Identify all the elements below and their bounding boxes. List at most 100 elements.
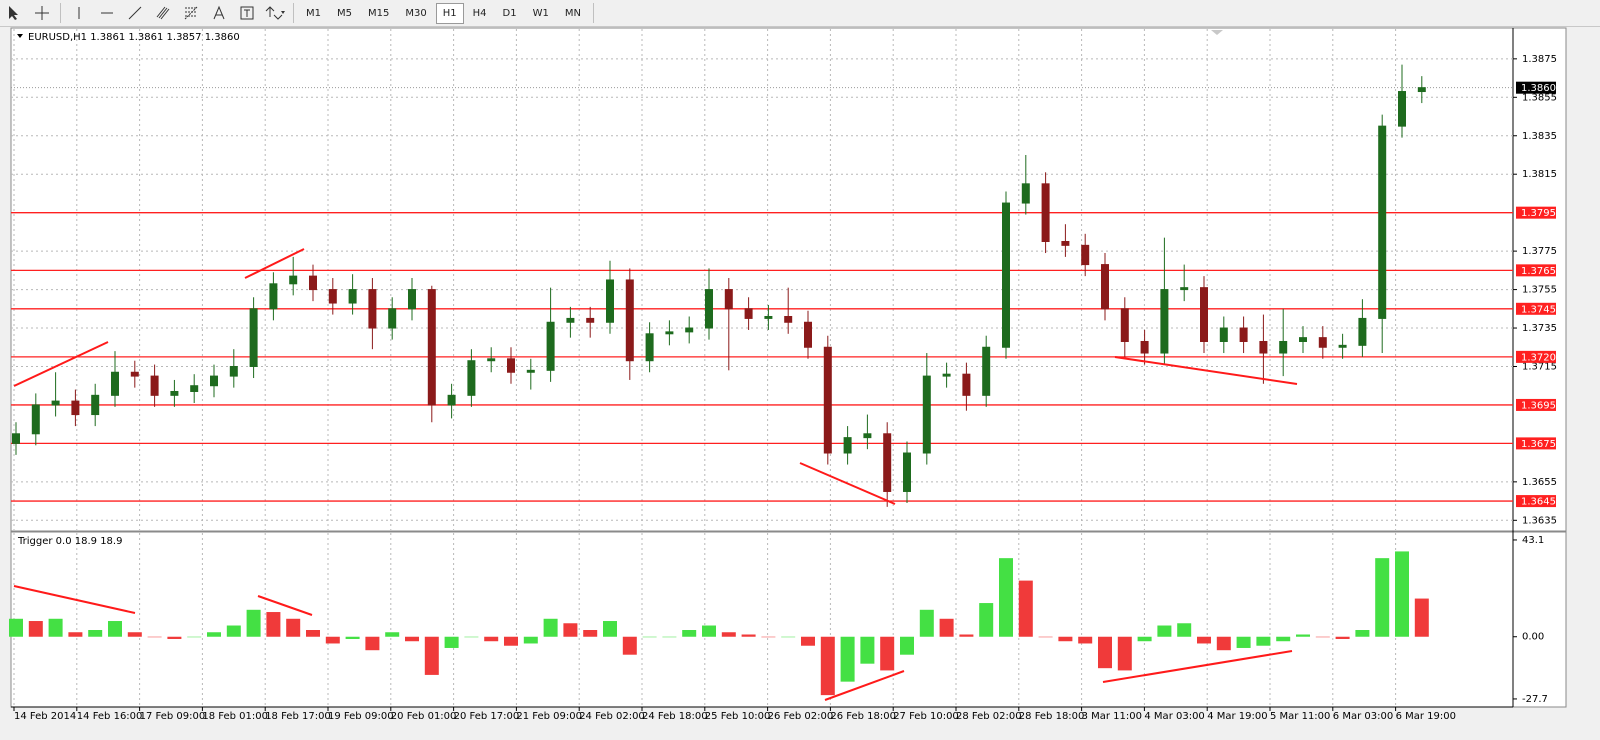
timeframe-button[interactable]: M1: [306, 7, 321, 19]
candle-body: [1200, 287, 1208, 342]
candle-body: [130, 371, 139, 377]
candle-body: [31, 404, 40, 435]
histogram-bar: [405, 636, 419, 642]
histogram-bar: [662, 636, 677, 638]
candle-body: [269, 283, 278, 310]
y-tick-label: -27.7: [1522, 694, 1548, 705]
timeframe-button[interactable]: H1: [435, 2, 464, 24]
horizontal-line-button[interactable]: [95, 2, 119, 24]
candle-body: [1259, 340, 1268, 354]
timeframe-button[interactable]: M30: [405, 7, 427, 19]
histogram-bar: [1375, 558, 1390, 637]
trend-line: [1102, 650, 1293, 683]
x-tick-label: 24 Feb 18:00: [642, 711, 708, 722]
level-label-bg: [1516, 437, 1556, 450]
toolbar: M1 M5 M15 M30 H1 H4 D1 W1 MN: [0, 0, 1600, 27]
candle-body: [625, 279, 634, 362]
candle-body: [1279, 340, 1288, 354]
candle-body: [1299, 337, 1307, 342]
candle-body: [546, 321, 555, 371]
histogram-bar: [801, 636, 815, 646]
histogram-bar: [286, 618, 301, 637]
timeframe-button[interactable]: M15: [368, 7, 390, 19]
candle-body: [606, 279, 614, 323]
histogram-bar: [1315, 636, 1330, 638]
candle-body: [1378, 125, 1387, 319]
histogram-bar: [563, 623, 578, 637]
histogram-bar: [761, 636, 776, 638]
histogram-bar: [702, 625, 716, 637]
candle-body: [665, 331, 674, 335]
candle-body: [1041, 183, 1050, 243]
crosshair-button[interactable]: [30, 2, 54, 24]
candle-body: [586, 317, 595, 323]
timeframe-button[interactable]: MN: [564, 7, 581, 19]
candle-body: [507, 358, 515, 373]
level-label: 1.3720: [1521, 352, 1556, 363]
histogram-bar: [88, 630, 103, 637]
y-tick-label: 1.3835: [1522, 131, 1557, 142]
text-button[interactable]: [207, 2, 231, 24]
label-button[interactable]: [235, 2, 259, 24]
histogram-bar: [246, 609, 261, 637]
x-tick-label: 6 Mar 19:00: [1396, 711, 1456, 722]
histogram-bar: [385, 632, 400, 637]
x-tick-label: 28 Feb 18:00: [1019, 711, 1085, 722]
trend-line: [257, 595, 313, 616]
trend-line: [244, 248, 305, 279]
x-tick-label: 14 Feb 2014: [14, 711, 76, 722]
cursor-button[interactable]: [2, 2, 26, 24]
x-tick-label: 21 Feb 09:00: [516, 711, 582, 722]
main-panel: [10, 27, 1567, 532]
fibo-button[interactable]: [179, 2, 203, 24]
histogram-bar: [543, 618, 558, 637]
arrows-button[interactable]: [263, 2, 287, 24]
candle-body: [1398, 91, 1406, 127]
histogram-bar: [464, 636, 479, 638]
candle-body: [685, 327, 694, 333]
histogram-bar: [781, 636, 796, 638]
x-tick-label: 4 Mar 03:00: [1144, 711, 1204, 722]
histogram-bar: [484, 636, 499, 642]
y-tick-label: 1.3815: [1522, 169, 1557, 180]
timeframe-button[interactable]: W1: [532, 7, 549, 19]
candle-body: [427, 289, 436, 406]
timeframe-button[interactable]: M5: [337, 7, 352, 19]
histogram-bar: [1177, 623, 1192, 637]
timeframe-button[interactable]: H4: [472, 7, 487, 19]
histogram-bar: [523, 636, 538, 644]
trend-line: [799, 462, 896, 505]
x-tick-label: 20 Feb 01:00: [391, 711, 457, 722]
level-label: 1.3645: [1521, 497, 1556, 508]
level-label: 1.3745: [1521, 304, 1556, 315]
y-tick-label: 1.3755: [1522, 285, 1557, 296]
histogram-bar: [127, 632, 142, 637]
candle-body: [1120, 308, 1129, 342]
candle-body: [1021, 183, 1030, 204]
timeframe-button[interactable]: D1: [502, 7, 517, 19]
x-tick-label: 3 Mar 11:00: [1082, 711, 1142, 722]
collapse-arrow[interactable]: [17, 34, 23, 38]
trendline-button[interactable]: [123, 2, 147, 24]
histogram-bar: [1395, 551, 1409, 637]
candle-body: [1358, 317, 1367, 346]
histogram-bar: [9, 618, 23, 637]
histogram-bar: [603, 621, 617, 637]
candle-body: [348, 289, 357, 304]
vertical-line-button[interactable]: [67, 2, 91, 24]
histogram-bar: [108, 621, 122, 637]
candle-body: [744, 308, 753, 319]
candle-body: [1338, 344, 1347, 348]
candle-body: [843, 437, 852, 454]
histogram-bar: [28, 621, 43, 637]
candle-body: [51, 400, 60, 406]
candle-body: [408, 289, 416, 310]
histogram-bar: [504, 636, 518, 646]
candle-body: [942, 373, 951, 377]
candle-body: [111, 371, 119, 396]
y-tick-label: 1.3715: [1522, 361, 1557, 372]
last-price-bg: [1516, 81, 1556, 94]
channel-button[interactable]: [151, 2, 175, 24]
x-tick-label: 14 Feb 16:00: [77, 711, 143, 722]
histogram-bar: [900, 636, 914, 655]
